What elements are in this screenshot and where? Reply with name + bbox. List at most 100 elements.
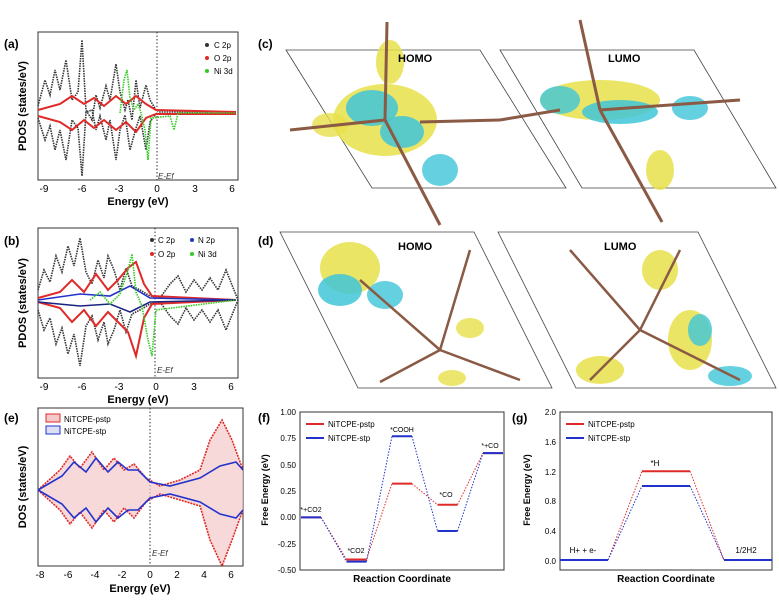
panel-g-xlabel: Reaction Coordinate [617, 574, 715, 585]
panel-g-ytick: 0.8 [545, 497, 557, 506]
legend-marker-ni3d [205, 69, 209, 73]
panel-f-ylabel: Free Energy (eV) [260, 454, 270, 526]
panel-e-legend-pstp: NiTCPE-pstp [64, 415, 111, 424]
panel-a-legend: C 2p O 2p Ni 3d [205, 41, 233, 76]
molecule-bond [599, 98, 741, 112]
panel-f-step-label: *COOH [390, 427, 414, 434]
panel-b-xtick: -9 [40, 382, 49, 393]
homo-orbital-lobe [456, 318, 484, 338]
energy-connector [411, 483, 438, 506]
molecule-bond [438, 249, 472, 351]
molecule-bond [419, 118, 501, 124]
lumo-orbital-lobe [672, 96, 708, 120]
panel-g-step-label: H+ + e- [570, 546, 597, 555]
panel-b-xtick: -3 [115, 382, 124, 393]
panel-e-xtick: -4 [91, 570, 100, 581]
panel-a-xtick: -3 [115, 184, 124, 195]
panel-b-c2p-line-down [37, 299, 239, 367]
panel-f-step-label: *+CO [481, 443, 499, 450]
molecule-bond [499, 108, 561, 122]
panel-f-step-label: *CO2 [347, 548, 364, 555]
panel-b-n2p-line-down [37, 299, 237, 313]
panel-b: (b) E-Ef C 2p O 2p N 2p Ni 3d -9 -6 -3 [4, 227, 239, 406]
panel-a-curves [37, 39, 237, 177]
legend-marker-c2p [205, 43, 209, 47]
panel-a-xtick: 0 [154, 184, 160, 195]
panel-b-o2p-line-down [37, 299, 237, 360]
panel-f: (f) 1.00 0.75 0.50 0.25 0.00 -0.25 -0.50… [258, 408, 505, 585]
panel-g-ytick: 0.0 [545, 557, 557, 566]
panel-b-o2p-line [37, 260, 237, 301]
panel-f-step-label: *CO [439, 492, 453, 499]
panel-e-label: (e) [4, 411, 19, 425]
panel-b-legend-o2p: O 2p [158, 250, 176, 259]
panel-f-legend-stp: NiTCPE-stp [328, 434, 371, 443]
panel-e-xtick: -6 [64, 570, 73, 581]
panel-b-c2p-line [37, 237, 239, 301]
panel-c-cell-left [285, 49, 567, 189]
panel-a-xtick: -6 [78, 184, 87, 195]
panel-b-xtick: 6 [228, 382, 234, 393]
panel-g-label: (g) [512, 411, 527, 425]
panel-c-cell-right [499, 49, 777, 189]
molecule-bond [439, 348, 521, 382]
panel-f-ytick: -0.50 [278, 566, 297, 575]
lumo-orbital-lobe [582, 100, 658, 124]
panel-b-curves [37, 237, 239, 367]
panel-e-pstp-fill [38, 420, 243, 566]
panel-b-xtick: -6 [78, 382, 87, 393]
panel-c-homo-title: HOMO [398, 53, 433, 65]
energy-connector [411, 436, 438, 532]
homo-orbital-lobe [380, 116, 424, 148]
panel-f-yticks: 1.00 0.75 0.50 0.25 0.00 -0.25 -0.50 [278, 408, 297, 575]
panel-g-step-labels: H+ + e- *H 1/2H2 [570, 459, 758, 555]
legend-marker-o2p [150, 252, 154, 256]
panel-d-lumo-title: LUMO [604, 241, 637, 253]
lumo-orbital-lobe [540, 86, 580, 114]
panel-f-step-label: *+CO2 [300, 507, 321, 514]
panel-a-xtick: -9 [40, 184, 49, 195]
molecule-bond [383, 119, 442, 226]
panel-f-label: (f) [258, 411, 270, 425]
panel-b-xtick: 0 [153, 382, 159, 393]
energy-connector [457, 452, 484, 505]
panel-g-plot [560, 470, 772, 561]
panel-e-xlabel: Energy (eV) [109, 583, 170, 595]
panel-c-lumo-molecule [499, 19, 741, 223]
panel-b-xtick: 3 [191, 382, 197, 393]
molecule-bond [589, 329, 641, 381]
panel-a-o2p-line-down [37, 113, 236, 134]
panel-g-legend-stp: NiTCPE-stp [588, 434, 631, 443]
panel-b-ylabel: PDOS (states/eV) [17, 258, 29, 348]
homo-orbital-lobe [438, 370, 466, 386]
lumo-orbital-lobe [646, 150, 674, 190]
panel-b-legend: C 2p O 2p N 2p Ni 3d [150, 236, 217, 259]
panel-g-legend-pstp: NiTCPE-pstp [588, 420, 635, 429]
panel-a-legend-ni3d: Ni 3d [214, 67, 233, 76]
panel-e-stp-line [37, 456, 244, 491]
panel-a-label: (a) [4, 37, 19, 51]
panel-g-legend: NiTCPE-pstp NiTCPE-stp [566, 420, 635, 443]
panel-d-homo-title: HOMO [398, 241, 433, 253]
legend-marker-n2p [190, 238, 194, 242]
panel-a-xtick: 6 [229, 184, 235, 195]
panel-c-label: (c) [258, 37, 273, 51]
panel-f-ytick: 0.75 [280, 434, 296, 443]
molecule-bond [379, 348, 441, 384]
energy-connector [320, 517, 347, 560]
energy-connector [607, 485, 643, 561]
legend-swatch-pstp [45, 413, 61, 423]
molecule-bond [383, 21, 389, 121]
panel-f-frame [299, 411, 505, 571]
panel-f-step-labels: *+CO2 *CO2 *COOH *CO *+CO [300, 427, 499, 555]
panel-g-ylabel: Free Energy (eV) [522, 454, 532, 526]
panel-e-legend: NiTCPE-pstp NiTCPE-stp [45, 413, 111, 436]
energy-connector [689, 485, 725, 561]
homo-orbital-lobe [318, 274, 362, 306]
panel-a-legend-c2p: C 2p [214, 41, 231, 50]
panel-f-legend: NiTCPE-pstp NiTCPE-stp [306, 420, 375, 443]
panel-e-xtick: -8 [36, 570, 45, 581]
panel-a-ylabel: PDOS (states/eV) [17, 61, 29, 151]
panel-d-homo-molecule [318, 242, 521, 386]
panel-b-legend-n2p: N 2p [198, 236, 215, 245]
